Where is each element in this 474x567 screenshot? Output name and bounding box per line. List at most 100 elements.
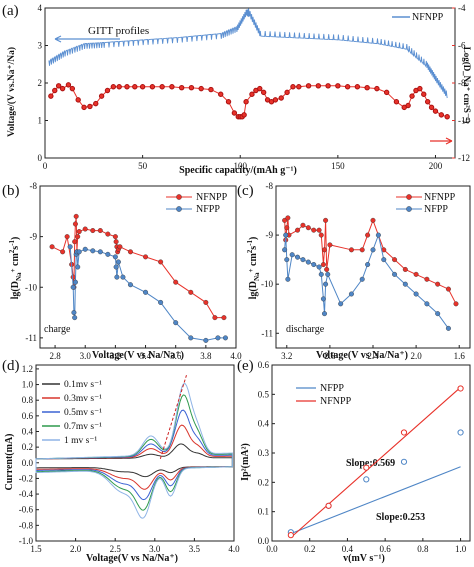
panel-e-nfnpp-point bbox=[457, 385, 464, 392]
panel-b-nfpp-point bbox=[215, 335, 221, 341]
panel-b-legend-1: NFNPP bbox=[196, 192, 228, 203]
panel-a-xtick-label: 200 bbox=[429, 161, 443, 171]
panel-c-nfpp-point bbox=[370, 247, 376, 253]
panel-c-nfpp-point bbox=[318, 271, 324, 277]
panel-e-ytick-label: 0.0 bbox=[258, 536, 270, 546]
panel-a-diffusion-point bbox=[243, 99, 249, 105]
panel-c-nfpp-point bbox=[320, 296, 326, 302]
panel-a-diffusion-point bbox=[438, 112, 445, 118]
panel-b-nfnpp-point bbox=[64, 234, 70, 240]
panel-a-diffusion-point bbox=[290, 84, 296, 90]
panel-b-ytick-label: -9 bbox=[30, 232, 38, 242]
panel-a-diffusion-point bbox=[116, 84, 122, 90]
panel-a-voltage-discharge-line bbox=[247, 8, 448, 99]
panel-a-diffusion-point bbox=[169, 84, 175, 90]
panel-c-xtick-label: 2.4 bbox=[367, 351, 379, 361]
panel-d-legend-label: 0.1mv s⁻¹ bbox=[64, 380, 102, 390]
panel-e-ytick-label: 0.4 bbox=[258, 419, 270, 429]
panel-d-ytick-label: 1.0 bbox=[22, 380, 34, 390]
panel-d-xtick-label: 3.0 bbox=[149, 544, 161, 554]
panel-c-nfnpp-point bbox=[392, 257, 398, 263]
panel-c-nfnpp-point bbox=[285, 215, 291, 221]
panel-e-xtick-label: 1.0 bbox=[455, 544, 467, 554]
panel-c-nfnpp-point bbox=[324, 266, 330, 272]
panel-e-xtick-label: 0.8 bbox=[417, 544, 429, 554]
panel-d-ytick-label: -0.4 bbox=[19, 489, 34, 499]
panel-e-xtick-label: 0.6 bbox=[380, 544, 392, 554]
panel-e-legend-1: NFPP bbox=[320, 383, 344, 394]
panel-d-ytick-label: 0.2 bbox=[22, 442, 33, 452]
panel-b-nfpp-point bbox=[113, 264, 119, 270]
panel-a-diffusion-point bbox=[75, 97, 81, 103]
panel-d-cv-curve-4 bbox=[35, 382, 233, 519]
panel-c-nfpp-point bbox=[338, 301, 344, 307]
panel-c-nfpp-point bbox=[381, 257, 387, 263]
panel-e-ytick-label: 0.2 bbox=[258, 477, 269, 487]
panel-b-nfpp-line bbox=[69, 246, 226, 341]
panel-a-diffusion-point bbox=[424, 99, 431, 105]
panel-a-diffusion-point bbox=[124, 84, 130, 90]
panel-e-nfnpp-point bbox=[287, 532, 294, 539]
panel-a-y2tick-label: -10 bbox=[458, 116, 470, 126]
panel-a-y2label: Log(D_Na⁺ cm²S⁻¹) bbox=[462, 47, 472, 124]
panel-b-legend-nfnpp-marker bbox=[176, 194, 182, 200]
panel-a-diffusion-line bbox=[50, 84, 448, 118]
panel-e-nfnpp-point bbox=[363, 464, 370, 471]
panel-a-xtick-label: 150 bbox=[331, 161, 345, 171]
panel-a-diffusion-point bbox=[241, 112, 247, 118]
panel-b-nfpp-point bbox=[72, 315, 78, 321]
panel-e-frame bbox=[271, 364, 471, 542]
panel-c-nfpp-point bbox=[359, 276, 365, 282]
panel-c-nfpp-point bbox=[435, 311, 441, 317]
panel-c-nfnpp-point bbox=[413, 271, 419, 277]
panel-d-cv-curve-1 bbox=[35, 424, 233, 490]
panel-b-nfpp-point bbox=[71, 310, 77, 316]
panel-b-nfpp-point bbox=[188, 335, 194, 341]
panel-c-nfpp-point bbox=[445, 325, 451, 331]
panel-c-nfpp-point bbox=[322, 311, 328, 317]
panel-e-xtick-label: 0.0 bbox=[266, 544, 278, 554]
panel-c-nfnpp-point bbox=[402, 266, 408, 272]
panel-a-diffusion-point bbox=[354, 84, 361, 90]
panel-c-xtick-label: 2.8 bbox=[324, 351, 336, 361]
panel-a-diffusion-point bbox=[278, 95, 284, 101]
panel-b-nfnpp-point bbox=[117, 244, 123, 250]
panel-c-nfpp-point bbox=[316, 264, 322, 270]
panel-c-nfnpp-point bbox=[435, 281, 441, 287]
panel-c-nfnpp-point bbox=[365, 232, 371, 238]
panel-c-ytick-label: -11 bbox=[261, 328, 273, 338]
panel-b-nfnpp-point bbox=[105, 231, 111, 237]
panel-a-diffusion-point bbox=[284, 89, 290, 96]
panel-c-nfnpp-point bbox=[318, 232, 324, 238]
panel-a-diffusion-point bbox=[93, 100, 99, 107]
panel-a-xlabel: Specific capacity/(mAh g⁻¹) bbox=[179, 165, 297, 176]
panel-c-xtick-label: 3.2 bbox=[281, 351, 292, 361]
panel-b-nfpp-point bbox=[203, 337, 209, 343]
panel-b-nfpp-point bbox=[75, 264, 81, 270]
panel-d-ytick-label: 0.6 bbox=[22, 411, 34, 421]
panel-b-nfpp-point bbox=[112, 254, 118, 260]
panel-c-nfpp-point bbox=[311, 262, 317, 268]
panel-a-arrow-right bbox=[430, 137, 453, 145]
panel-a-diffusion-point bbox=[225, 99, 232, 105]
panel-b-xtick-label: 2.8 bbox=[49, 351, 61, 361]
panel-b-frame bbox=[39, 185, 237, 349]
panel-b-nfnpp-point bbox=[70, 274, 76, 280]
panel-b-tag: (b) bbox=[2, 183, 20, 199]
panel-e-ytick-label: 0.6 bbox=[258, 360, 270, 370]
panel-b-nfpp-point bbox=[97, 249, 103, 255]
panel-b-nfnpp-point bbox=[60, 249, 66, 255]
panel-b-ytick-label: -8 bbox=[30, 181, 38, 191]
panel-a-annotation: GITT profiles bbox=[88, 25, 149, 37]
panel-d-ytick-label: -0.2 bbox=[19, 473, 33, 483]
panel-a-xtick-label: 100 bbox=[233, 161, 247, 171]
panel-e-slope-2: Slope:0.253 bbox=[376, 512, 425, 523]
panel-b-nfnpp-point bbox=[158, 259, 164, 265]
panel-e-nfpp-fit-line bbox=[290, 466, 461, 535]
panel-a-diffusion-point bbox=[87, 103, 93, 110]
panel-a-diffusion-point bbox=[315, 83, 322, 89]
panel-c-nfnpp-point bbox=[445, 286, 451, 292]
panel-b-nfnpp-point bbox=[127, 249, 133, 255]
panel-d-xtick-label: 3.5 bbox=[189, 544, 201, 554]
panel-c-nfpp-point bbox=[283, 232, 289, 238]
